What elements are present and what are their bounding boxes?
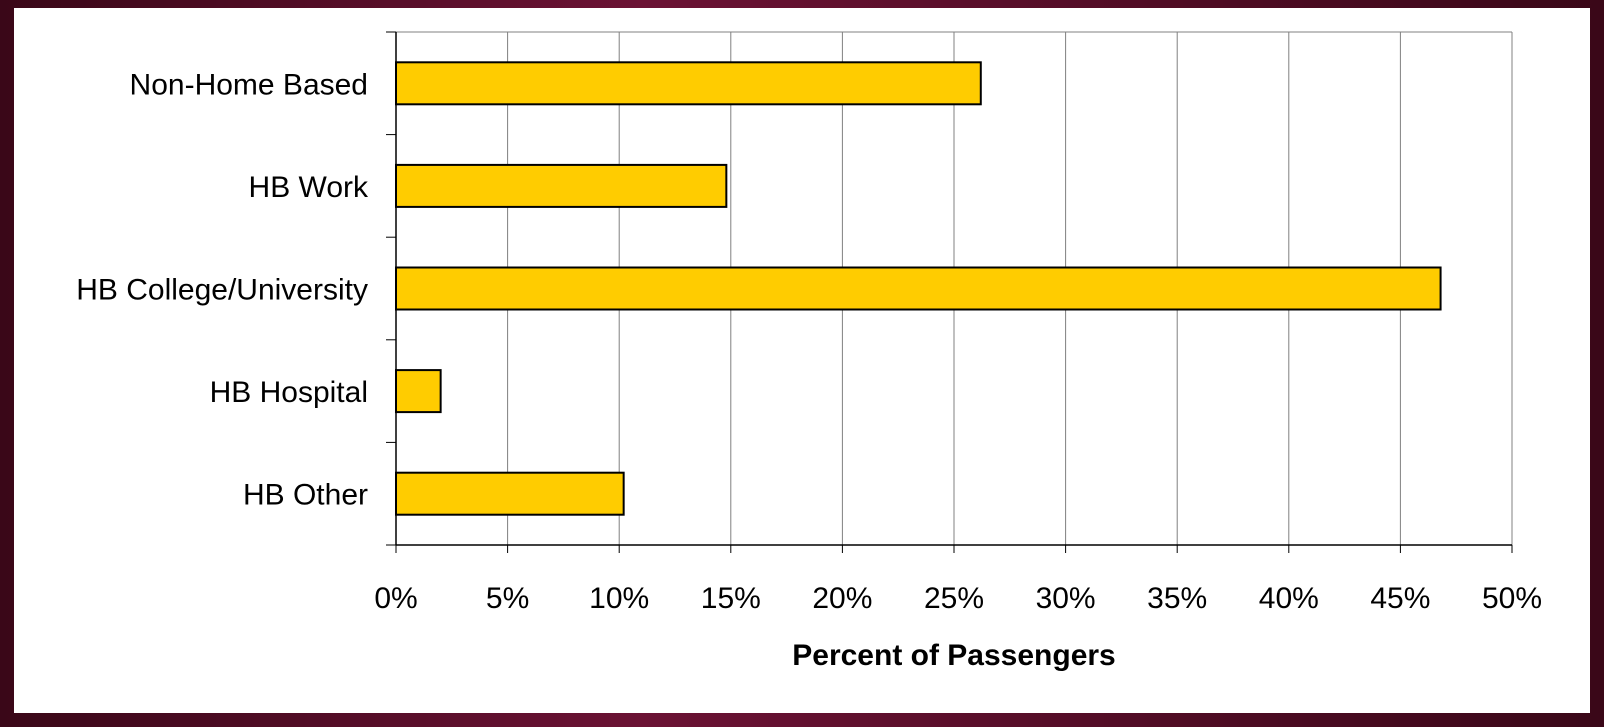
x-tick-label: 25%	[924, 582, 984, 615]
bar	[395, 61, 982, 106]
bar	[395, 163, 728, 208]
x-tick-label: 35%	[1147, 582, 1207, 615]
category-label: HB Hospital	[210, 376, 368, 409]
x-tick-label: 0%	[374, 582, 417, 615]
x-tick-label: 30%	[1036, 582, 1096, 615]
category-label: HB College/University	[76, 274, 368, 307]
category-label: Non-Home Based	[130, 68, 368, 101]
x-tick-label: 10%	[589, 582, 649, 615]
x-tick-labels: 0% 5% 10% 15% 20% 25% 30% 35% 40% 45% 50%	[374, 582, 1542, 615]
x-tick-label: 40%	[1259, 582, 1319, 615]
category-label: HB Other	[243, 479, 368, 512]
x-tick-label: 45%	[1370, 582, 1430, 615]
x-tick-label: 15%	[701, 582, 761, 615]
chart-panel	[14, 8, 1590, 713]
category-label: HB Work	[249, 171, 369, 204]
x-axis-title: Percent of Passengers	[792, 639, 1115, 672]
bar	[395, 369, 442, 414]
bar	[395, 266, 1442, 311]
bars	[395, 61, 1442, 516]
axes	[386, 31, 1513, 553]
x-tick-label: 50%	[1482, 582, 1542, 615]
bar	[395, 471, 625, 516]
category-labels: Non-Home Based HB Work HB College/Universi…	[76, 68, 369, 511]
x-tick-label: 20%	[812, 582, 872, 615]
x-tick-label: 5%	[486, 582, 529, 615]
